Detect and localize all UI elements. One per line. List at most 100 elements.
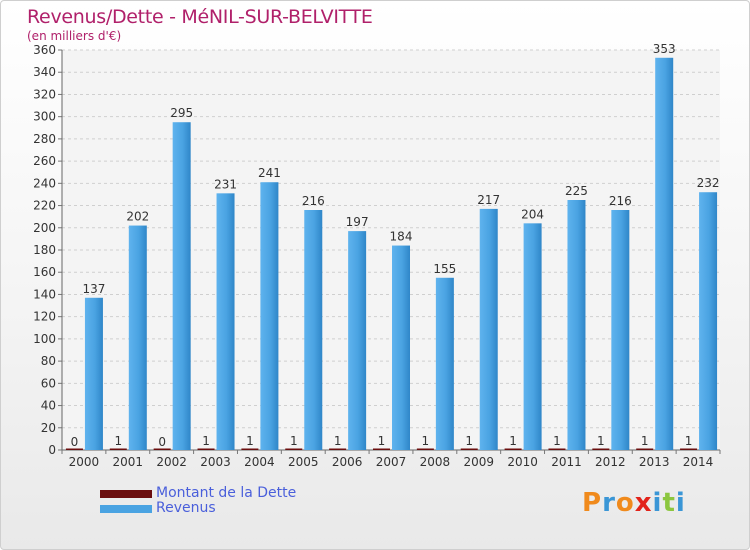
x-tick-label: 2003 (200, 455, 231, 469)
logo-letter: r (602, 488, 616, 518)
y-tick-label: 180 (33, 243, 56, 257)
x-tick-label: 2002 (156, 455, 187, 469)
data-label-dette: 1 (202, 434, 210, 448)
bar-dette (373, 448, 390, 450)
bar-dette (329, 448, 347, 450)
y-tick-label: 200 (33, 221, 56, 235)
bar-dette (416, 448, 434, 450)
y-tick-label: 320 (33, 87, 56, 101)
bar-dette (285, 448, 303, 450)
bar-revenus (655, 57, 674, 451)
y-tick-label: 100 (33, 332, 56, 346)
y-tick-label: 60 (41, 376, 56, 390)
x-tick-label: 2014 (683, 455, 714, 469)
data-label-dette: 1 (465, 434, 473, 448)
bar-dette (241, 448, 259, 450)
data-label-revenus: 202 (126, 210, 149, 224)
data-label-dette: 1 (553, 434, 561, 448)
y-tick-label: 20 (41, 421, 56, 435)
data-label-dette: 1 (685, 434, 693, 448)
y-tick-label: 40 (41, 399, 56, 413)
bar-revenus (699, 192, 718, 450)
bar-dette (592, 448, 610, 450)
y-tick-label: 340 (33, 65, 56, 79)
data-label-revenus: 204 (521, 207, 544, 221)
legend-swatch-dette (100, 490, 152, 498)
bar-revenus (435, 277, 454, 450)
y-tick-label: 260 (33, 154, 56, 168)
data-label-revenus: 216 (609, 194, 632, 208)
y-tick-label: 140 (33, 287, 56, 301)
bar-revenus (523, 223, 542, 450)
bar-revenus (260, 182, 279, 450)
data-label-dette: 1 (114, 434, 122, 448)
y-tick-label: 220 (33, 199, 56, 213)
x-tick-label: 2005 (288, 455, 319, 469)
logo-letter: i (652, 488, 663, 518)
x-tick-label: 2008 (420, 455, 451, 469)
data-label-revenus: 353 (653, 42, 676, 56)
bar-dette (109, 448, 127, 450)
y-tick-label: 0 (48, 443, 56, 457)
data-label-dette: 1 (597, 434, 605, 448)
chart-title: Revenus/Dette - MéNIL-SUR-BELVITTE (27, 6, 373, 28)
data-label-revenus: 225 (565, 184, 588, 198)
bar-revenus (611, 210, 630, 450)
data-label-dette: 0 (158, 435, 166, 449)
y-tick-label: 240 (33, 176, 56, 190)
bar-dette (680, 448, 698, 450)
data-label-dette: 1 (378, 434, 386, 448)
bar-revenus (348, 231, 367, 450)
data-label-dette: 1 (641, 434, 649, 448)
data-label-revenus: 295 (170, 106, 193, 120)
x-tick-label: 2010 (507, 455, 538, 469)
x-tick-label: 2013 (639, 455, 670, 469)
x-tick-label: 2012 (595, 455, 626, 469)
data-label-revenus: 184 (390, 230, 413, 244)
legend-label-revenus: Revenus (156, 500, 216, 516)
legend-swatch-revenus (100, 505, 152, 513)
data-label-revenus: 137 (82, 282, 105, 296)
data-label-revenus: 232 (697, 176, 720, 190)
x-tick-label: 2009 (463, 455, 494, 469)
x-tick-label: 2006 (332, 455, 363, 469)
bar-dette (460, 448, 478, 450)
bar-revenus (172, 122, 191, 450)
data-label-dette: 0 (71, 435, 79, 449)
bar-dette (153, 448, 171, 450)
data-label-revenus: 231 (214, 177, 237, 191)
logo-letter: P (582, 488, 603, 518)
bar-dette (548, 448, 566, 450)
y-tick-label: 120 (33, 310, 56, 324)
logo-letter: o (615, 488, 635, 518)
bar-dette (636, 448, 654, 450)
bar-dette (197, 448, 215, 450)
bar-revenus (84, 297, 103, 450)
data-label-dette: 1 (246, 434, 254, 448)
bar-revenus (392, 245, 410, 450)
data-label-revenus: 216 (302, 194, 325, 208)
data-label-dette: 1 (334, 434, 342, 448)
logo-letter: x (634, 488, 653, 518)
data-label-dette: 1 (509, 434, 517, 448)
data-label-revenus: 197 (346, 215, 369, 229)
data-label-dette: 1 (290, 434, 298, 448)
legend-label-dette: Montant de la Dette (156, 485, 297, 501)
data-label-revenus: 217 (477, 193, 500, 207)
data-label-revenus: 241 (258, 166, 281, 180)
bar-dette (504, 448, 522, 450)
bar-revenus (479, 208, 498, 450)
data-label-revenus: 155 (433, 262, 456, 276)
x-tick-label: 2011 (551, 455, 582, 469)
y-tick-label: 80 (41, 354, 56, 368)
bar-revenus (216, 193, 235, 451)
x-tick-label: 2001 (113, 455, 144, 469)
data-label-dette: 1 (422, 434, 430, 448)
bar-revenus (128, 225, 147, 450)
x-tick-label: 2000 (69, 455, 100, 469)
y-tick-label: 360 (33, 43, 56, 57)
logo-letter: t (662, 488, 676, 518)
bar-revenus (304, 210, 323, 450)
y-tick-label: 160 (33, 265, 56, 279)
